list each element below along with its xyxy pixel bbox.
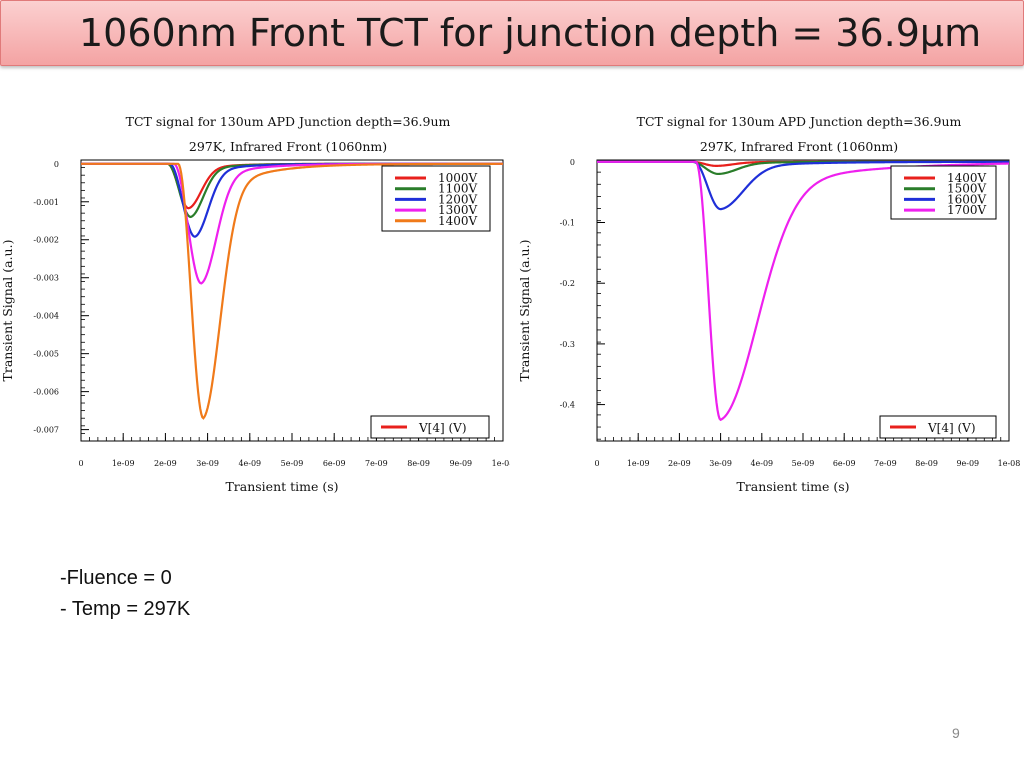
x-tick-label: 2e-09 <box>668 459 691 468</box>
title-bar: 1060nm Front TCT for junction depth = 36… <box>0 0 1024 66</box>
group-legend-box <box>879 415 997 439</box>
x-tick-label: 7e-09 <box>365 459 388 468</box>
y-tick-label: -0.004 <box>33 312 59 321</box>
x-tick-label: 6e-09 <box>833 459 856 468</box>
y-tick-label: -0.003 <box>33 274 59 283</box>
series-line-1400V <box>81 162 503 420</box>
x-tick-label: 2e-09 <box>154 459 177 468</box>
x-tick-label: 0 <box>594 459 599 468</box>
y-tick-label: -0.005 <box>33 350 59 359</box>
note-temp: - Temp = 297K <box>60 598 191 620</box>
y-tick-label: -0.3 <box>560 340 575 349</box>
chart-subtitle: 297K, Infrared Front (1060nm) <box>189 139 387 154</box>
legend-label-1700V: 1700V <box>947 203 987 217</box>
x-axis-label: Transient time (s) <box>736 479 849 494</box>
x-tick-label: 4e-09 <box>238 459 261 468</box>
group-legend-label: V[4] (V) <box>418 421 467 435</box>
x-tick-label: 7e-09 <box>874 459 897 468</box>
series-line-1700V <box>597 160 1010 422</box>
y-tick-label: -0.001 <box>33 198 59 207</box>
legend-label-1000V: 1000V <box>438 171 478 185</box>
legend-label-1400V: 1400V <box>438 214 478 228</box>
group-legend-label: V[4] (V) <box>927 421 976 435</box>
page-number: 9 <box>952 725 960 741</box>
x-axis-label: Transient time (s) <box>225 479 338 494</box>
x-tick-label: 8e-09 <box>407 459 430 468</box>
x-tick-label: 4e-09 <box>750 459 773 468</box>
legend-label-1500V: 1500V <box>947 182 987 196</box>
note-fluence: -Fluence = 0 <box>60 567 172 589</box>
notes: -Fluence = 0 - Temp = 297K <box>60 563 190 625</box>
group-legend-box <box>370 415 490 439</box>
x-tick-label: 0 <box>78 459 83 468</box>
x-tick-label: 5e-09 <box>792 459 815 468</box>
y-tick-label: 0 <box>570 158 575 167</box>
x-tick-label: 1e-09 <box>627 459 650 468</box>
y-tick-label: -0.4 <box>560 401 575 410</box>
x-tick-label: 1e-09 <box>112 459 135 468</box>
x-tick-label: 9e-09 <box>449 459 472 468</box>
y-tick-label: -0.007 <box>33 426 59 435</box>
x-tick-label: 1e-08 <box>998 459 1021 468</box>
legend-label-1300V: 1300V <box>438 203 478 217</box>
chart-title: TCT signal for 130um APD Junction depth=… <box>637 114 962 129</box>
y-tick-label: -0.002 <box>33 236 59 245</box>
y-tick-label: -0.2 <box>560 279 575 288</box>
y-tick-label: -0.1 <box>560 219 575 228</box>
y-tick-label: -0.006 <box>33 388 59 397</box>
y-axis-label: Transient Signal (a.u.) <box>517 240 532 382</box>
chart-right: TCT signal for 130um APD Junction depth=… <box>517 114 1021 494</box>
x-tick-label: 5e-09 <box>281 459 304 468</box>
x-tick-label: 3e-09 <box>709 459 732 468</box>
legend-label-1100V: 1100V <box>438 182 478 196</box>
y-axis-label: Transient Signal (a.u.) <box>0 240 15 382</box>
legend-label-1200V: 1200V <box>438 192 478 206</box>
x-tick-label: 6e-09 <box>323 459 346 468</box>
x-tick-label: 1e-08 <box>492 459 510 468</box>
y-tick-label: 0 <box>54 160 59 169</box>
chart-subtitle: 297K, Infrared Front (1060nm) <box>700 139 898 154</box>
x-tick-label: 9e-09 <box>956 459 979 468</box>
legend-label-1400V: 1400V <box>947 171 987 185</box>
slide-title: 1060nm Front TCT for junction depth = 36… <box>79 11 982 55</box>
x-tick-label: 3e-09 <box>196 459 219 468</box>
x-tick-label: 8e-09 <box>915 459 938 468</box>
chart-title: TCT signal for 130um APD Junction depth=… <box>126 114 451 129</box>
legend-label-1600V: 1600V <box>947 192 987 206</box>
chart-left: TCT signal for 130um APD Junction depth=… <box>0 114 510 494</box>
